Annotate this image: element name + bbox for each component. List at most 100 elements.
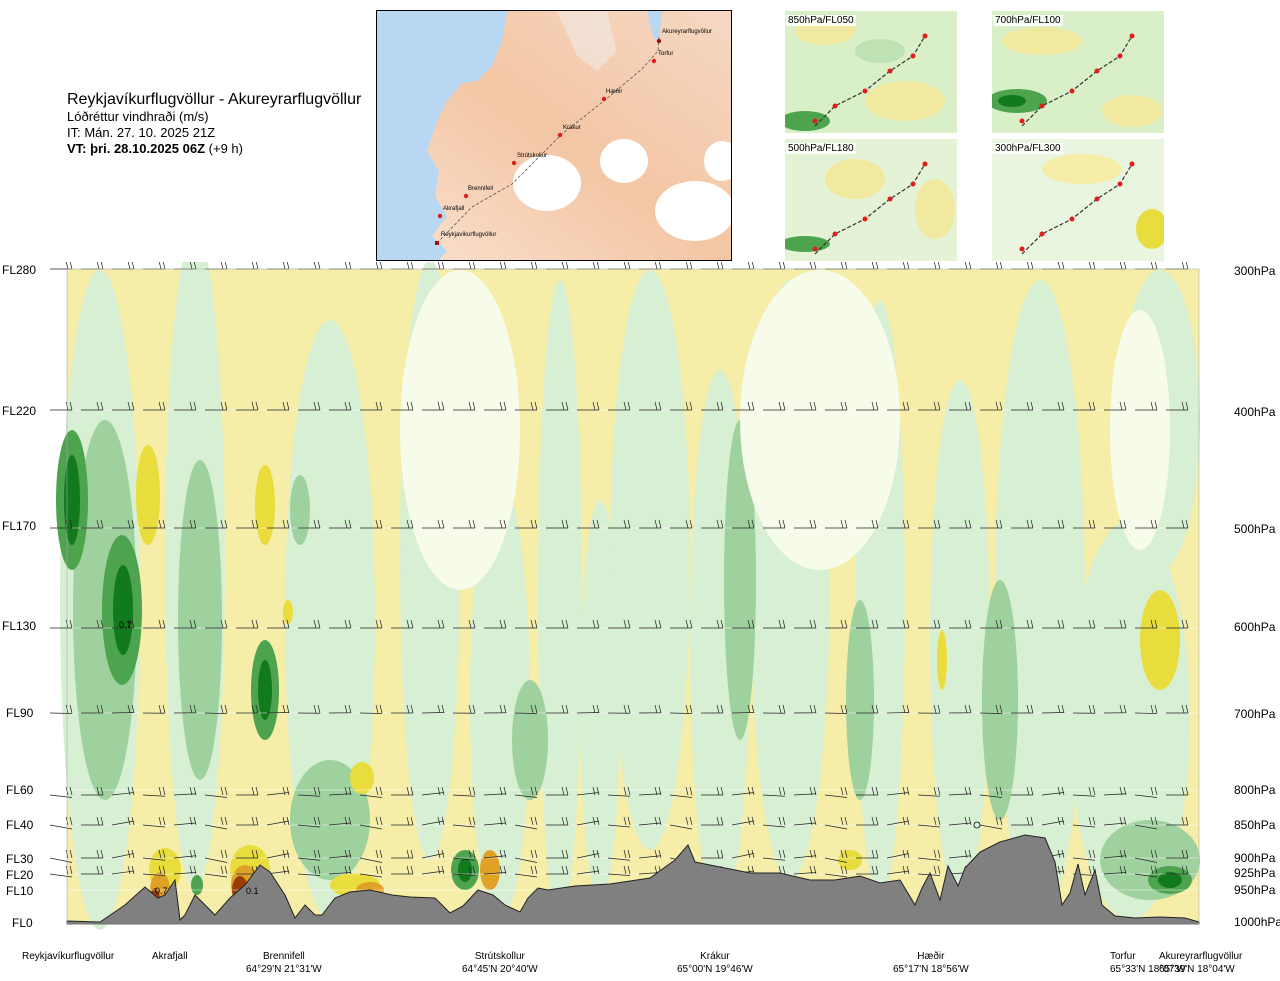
wind-barb-241 — [638, 816, 662, 826]
wind-barb-79 — [205, 519, 228, 529]
wind-barb-244 — [731, 816, 755, 826]
wind-barb-245 — [762, 816, 786, 828]
wind-barb-49 — [422, 401, 445, 411]
downdraft-5 — [838, 850, 862, 870]
level-map-850-label: 850hPa/FL050 — [786, 15, 856, 26]
wind-barb-112 — [81, 619, 104, 629]
wind-barb-130 — [639, 619, 662, 629]
wind-barb-171 — [762, 704, 786, 714]
wind-barb-149 — [81, 704, 104, 714]
wind-barb-158 — [359, 704, 383, 714]
wind-barb-271 — [421, 849, 445, 859]
wind-barb-128 — [577, 619, 600, 629]
wind-barb-304 — [297, 865, 321, 876]
wind-barb-30 — [980, 262, 1003, 270]
wind-barb-250 — [917, 816, 941, 828]
map-label-torfur: Torfur — [658, 51, 674, 57]
hpa-tick-300: 300hPa — [1234, 264, 1276, 278]
wind-barb-213 — [917, 786, 941, 797]
waypoint-haedir-name: Hæðir — [917, 951, 945, 962]
wind-barb-292 — [1072, 849, 1096, 861]
wind-barb-144 — [1073, 619, 1096, 629]
wind-barb-117 — [236, 619, 259, 629]
annotation-2: 0.7 — [155, 886, 168, 896]
wind-barb-138 — [887, 619, 910, 629]
wind-barb-214 — [948, 786, 972, 796]
wind-barb-321 — [824, 865, 848, 878]
wind-barb-313 — [576, 865, 600, 875]
hpa-tick-950: 950hPa — [1234, 883, 1276, 897]
wind-barb-254 — [1041, 816, 1065, 826]
wind-barb-10 — [360, 262, 383, 270]
wind-barb-211 — [856, 786, 879, 796]
updraft-column-6 — [580, 500, 620, 900]
wind-barb-64 — [887, 401, 910, 411]
waypoint-krakur-name: Krákur — [700, 951, 730, 962]
wind-barb-88 — [484, 519, 507, 529]
plot-frame — [66, 268, 1200, 925]
wind-barb-190 — [204, 786, 228, 798]
fl-tick-fl130: FL130 — [2, 619, 37, 633]
hpa-tick-600: 600hPa — [1234, 620, 1276, 634]
wind-barb-25 — [825, 262, 848, 270]
wind-barb-141 — [980, 619, 1003, 629]
wind-barb-175 — [886, 704, 910, 714]
downdraft-0 — [136, 445, 160, 545]
fl-tick-fl90: FL90 — [6, 706, 34, 720]
wind-barb-41 — [174, 401, 197, 411]
wind-barb-309 — [452, 865, 476, 876]
wind-barb-223 — [81, 816, 104, 826]
wind-barb-162 — [483, 704, 507, 714]
valid-time-line: VT: þri. 28.10.2025 06Z (+9 h) — [67, 141, 361, 157]
updraft-column-4 — [470, 480, 530, 920]
wind-barb-13 — [453, 262, 476, 270]
cross-section-chart: 0.7 0.7 0.1 — [49, 262, 1200, 930]
wind-barb-264 — [204, 849, 228, 863]
route-map: Akureyrarflugvöllur Torfur Hæðir Krákur … — [376, 10, 732, 261]
wind-barb-186 — [81, 786, 104, 796]
updraft-core-4 — [724, 420, 756, 740]
wind-barb-284 — [824, 849, 848, 863]
downdraft-2 — [283, 600, 293, 624]
fl-tick-fl10: FL10 — [6, 884, 34, 898]
wind-barb-320 — [793, 865, 817, 875]
wind-barb-176 — [917, 704, 941, 714]
wind-barb-217 — [1041, 786, 1065, 796]
wind-barb-35 — [1135, 262, 1158, 270]
wind-barb-280 — [701, 849, 724, 859]
wind-barb-31 — [1011, 262, 1034, 270]
fl-tick-fl220: FL220 — [2, 404, 37, 418]
wind-barb-92 — [608, 519, 631, 529]
wind-barb-165 — [576, 704, 600, 714]
downdraft-1 — [255, 465, 275, 545]
hpa-tick-400: 400hPa — [1234, 405, 1276, 419]
wind-barb-189 — [173, 786, 197, 796]
updraft-core-1 — [178, 460, 222, 780]
wind-barb-56 — [639, 401, 662, 411]
wind-barb-311 — [514, 865, 538, 878]
annotation-3: 0.1 — [246, 886, 259, 896]
terrain — [66, 834, 1200, 925]
wind-barb-301 — [204, 865, 228, 878]
wind-barb-54 — [577, 401, 600, 411]
fl-tick-fl0: FL0 — [12, 916, 33, 930]
wind-barb-66 — [949, 401, 972, 411]
wind-barb-3 — [143, 262, 166, 270]
level-map-850-field — [785, 11, 957, 133]
waypoint-akureyri: Akureyrarflugvöllur 65°39'N 18°04'W — [1159, 950, 1242, 976]
wind-barb-183 — [1134, 704, 1158, 714]
waypoint-torfur-name: Torfur — [1110, 951, 1136, 962]
map-label-akrafjall: Akrafjall — [443, 206, 465, 212]
wind-barb-216 — [1011, 786, 1034, 796]
wind-barb-169 — [701, 704, 724, 714]
wind-barb-11 — [391, 262, 414, 270]
wind-barb-277 — [607, 849, 631, 861]
waypoint-brennifell-name: Brennifell — [263, 951, 305, 962]
level-map-500-label: 500hPa/FL180 — [786, 143, 856, 154]
level-map-850: 850hPa/FL050 — [785, 11, 957, 133]
wind-barb-195 — [359, 786, 383, 798]
wind-barb-161 — [452, 704, 476, 714]
wind-barb-115 — [174, 619, 197, 629]
wind-barb-59 — [732, 401, 755, 411]
wind-barb-122 — [391, 619, 414, 629]
